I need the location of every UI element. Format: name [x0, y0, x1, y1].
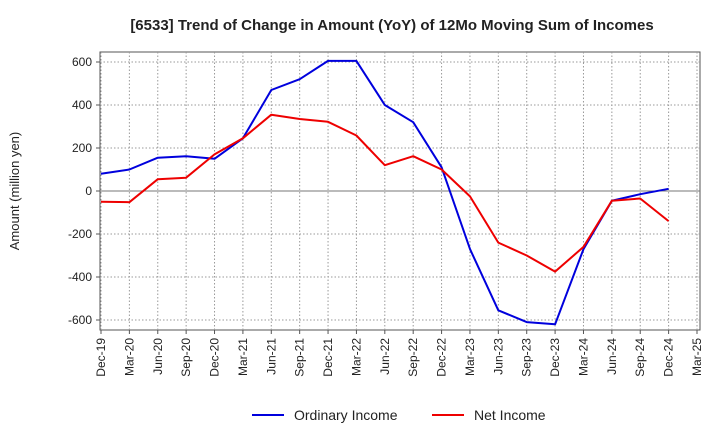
- y-tick-label: -600: [68, 313, 92, 327]
- x-tick-label: Mar-23: [463, 338, 477, 376]
- x-tick-label: Jun-23: [491, 338, 505, 375]
- x-tick-label: Sep-21: [293, 338, 307, 377]
- legend: Ordinary Income Net Income: [252, 407, 546, 423]
- y-tick-label: -200: [68, 227, 92, 241]
- series-line-net-income: [100, 113, 670, 273]
- x-tick-label: Sep-22: [406, 338, 420, 377]
- x-tick-label: Mar-21: [236, 338, 250, 376]
- x-tick-label: Dec-24: [662, 338, 676, 377]
- x-tick-label: Jun-24: [605, 338, 619, 375]
- x-tick-label: Dec-21: [321, 338, 335, 377]
- x-tick-label: Dec-20: [208, 338, 222, 377]
- x-tick-label: Jun-22: [378, 338, 392, 375]
- y-tick-label: 600: [72, 55, 92, 69]
- y-axis-ticks: 600 400 200 0 -200 -400 -600: [68, 55, 100, 327]
- y-tick-label: 200: [72, 141, 92, 155]
- legend-label-net-income: Net Income: [474, 407, 546, 423]
- vertical-gridlines: [100, 52, 698, 330]
- series-lines: [100, 59, 670, 326]
- x-tick-label: Dec-22: [435, 338, 449, 377]
- x-tick-label: Sep-24: [633, 338, 647, 377]
- x-tick-label: Sep-20: [179, 338, 193, 377]
- x-tick-label: Mar-25: [690, 338, 704, 376]
- x-tick-label: Jun-20: [151, 338, 165, 375]
- x-tick-label: Mar-20: [122, 338, 136, 376]
- x-tick-label: Sep-23: [520, 338, 534, 377]
- x-tick-label: Mar-24: [576, 338, 590, 376]
- y-tick-label: 400: [72, 98, 92, 112]
- legend-label-ordinary-income: Ordinary Income: [294, 407, 398, 423]
- x-tick-label: Jun-21: [264, 338, 278, 375]
- x-tick-label: Mar-22: [349, 338, 363, 376]
- series-line-ordinary-income: [100, 59, 669, 326]
- y-axis-label: Amount (million yen): [7, 132, 22, 251]
- x-axis-ticks: Dec-19 Mar-20 Jun-20 Sep-20 Dec-20 Mar-21 Jun-…: [94, 330, 704, 377]
- y-tick-label: -400: [68, 270, 92, 284]
- x-tick-label: Dec-23: [548, 338, 562, 377]
- x-tick-label: Dec-19: [94, 338, 108, 377]
- y-tick-label: 0: [85, 184, 92, 198]
- chart-title: [6533] Trend of Change in Amount (YoY) o…: [130, 17, 653, 34]
